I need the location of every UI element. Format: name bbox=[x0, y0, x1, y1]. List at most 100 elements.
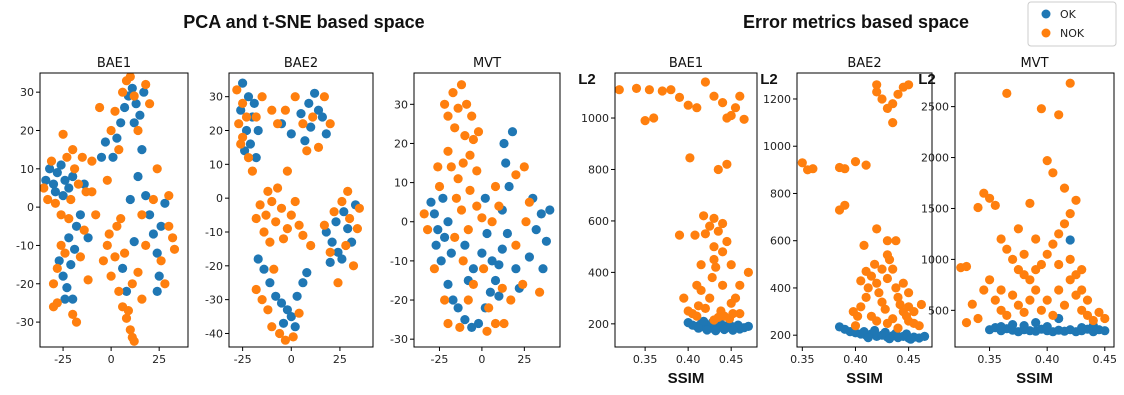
point-nok bbox=[121, 313, 132, 323]
point-nok bbox=[728, 309, 738, 319]
point-nok bbox=[705, 221, 715, 231]
point-ok bbox=[152, 248, 162, 258]
y-tick-label: -30 bbox=[205, 294, 223, 307]
point-ok bbox=[58, 191, 68, 201]
point-nok bbox=[874, 288, 884, 298]
point-ok bbox=[473, 318, 484, 329]
point-ok bbox=[1008, 320, 1018, 330]
y-tick-label: 500 bbox=[928, 304, 949, 317]
point-ok bbox=[699, 316, 709, 326]
point-nok bbox=[1019, 307, 1029, 317]
y-tick-label: 600 bbox=[588, 215, 609, 228]
point-nok bbox=[306, 240, 316, 251]
point-ok bbox=[426, 197, 436, 207]
point-nok bbox=[735, 280, 745, 290]
point-ok bbox=[48, 179, 59, 189]
point-nok bbox=[904, 80, 914, 90]
point-nok bbox=[79, 225, 89, 235]
y-tick-label: 1000 bbox=[763, 140, 791, 153]
x-axis-label: SSIM bbox=[1016, 370, 1053, 387]
point-nok bbox=[1002, 88, 1012, 98]
point-nok bbox=[797, 158, 807, 168]
point-ok bbox=[499, 138, 509, 149]
y-tick-label: -40 bbox=[205, 327, 223, 340]
x-tick-label: 0.40 bbox=[1035, 353, 1060, 366]
point-ok bbox=[728, 325, 738, 335]
point-nok bbox=[271, 217, 281, 227]
point-ok bbox=[443, 217, 453, 227]
point-ok bbox=[502, 228, 512, 239]
point-nok bbox=[861, 292, 871, 302]
point-nok bbox=[859, 240, 869, 250]
point-nok bbox=[468, 134, 478, 145]
point-nok bbox=[840, 200, 850, 210]
point-nok bbox=[236, 139, 246, 149]
x-tick-label: 0 bbox=[108, 353, 115, 366]
point-nok bbox=[133, 267, 143, 277]
point-nok bbox=[519, 162, 529, 172]
point-ok bbox=[141, 191, 151, 201]
point-ok bbox=[490, 275, 501, 286]
point-nok bbox=[888, 118, 898, 128]
point-nok bbox=[319, 220, 329, 230]
point-nok bbox=[893, 323, 903, 333]
point-ok bbox=[494, 291, 504, 301]
point-nok bbox=[996, 285, 1006, 295]
points bbox=[797, 80, 930, 344]
point-nok bbox=[263, 186, 273, 196]
point-nok bbox=[726, 260, 736, 270]
point-ok bbox=[1031, 318, 1041, 328]
y-tick-label: 2500 bbox=[921, 101, 949, 114]
point-nok bbox=[699, 211, 709, 221]
point-ok bbox=[545, 205, 555, 215]
point-nok bbox=[692, 311, 702, 321]
point-nok bbox=[337, 196, 347, 207]
point-nok bbox=[472, 201, 482, 211]
point-nok bbox=[1100, 313, 1110, 324]
point-nok bbox=[718, 98, 728, 108]
point-nok bbox=[141, 240, 151, 250]
point-nok bbox=[294, 308, 304, 318]
point-nok bbox=[872, 224, 882, 234]
point-nok bbox=[251, 213, 261, 224]
point-nok bbox=[164, 221, 174, 231]
point-nok bbox=[1008, 254, 1018, 264]
point-nok bbox=[319, 92, 329, 102]
point-nok bbox=[1088, 315, 1098, 326]
point-ok bbox=[83, 233, 93, 243]
point-ok bbox=[286, 312, 296, 322]
point-nok bbox=[872, 87, 882, 97]
point-nok bbox=[112, 221, 122, 231]
point-nok bbox=[463, 295, 473, 305]
point-nok bbox=[692, 103, 702, 113]
point-ok bbox=[145, 210, 155, 220]
point-nok bbox=[87, 156, 97, 166]
point-ok bbox=[125, 194, 135, 205]
point-nok bbox=[280, 335, 290, 345]
point-ok bbox=[276, 298, 287, 308]
point-nok bbox=[1077, 285, 1087, 295]
point-ok bbox=[431, 240, 441, 250]
point-nok bbox=[709, 91, 719, 101]
y-tick-label: 400 bbox=[770, 282, 791, 295]
y-tick-label: -20 bbox=[205, 260, 223, 273]
point-nok bbox=[1059, 300, 1070, 310]
point-ok bbox=[278, 318, 289, 328]
point-nok bbox=[1054, 259, 1064, 270]
point-nok bbox=[106, 271, 116, 281]
point-nok bbox=[1065, 209, 1075, 219]
point-nok bbox=[343, 186, 353, 196]
point-nok bbox=[443, 318, 453, 329]
x-tick-label: 0.35 bbox=[633, 353, 658, 366]
points bbox=[615, 77, 754, 336]
point-nok bbox=[511, 170, 521, 180]
y-tick-label: -10 bbox=[205, 226, 223, 239]
point-ok bbox=[460, 240, 470, 250]
point-ok bbox=[45, 164, 55, 174]
point-ok bbox=[108, 152, 118, 162]
point-nok bbox=[451, 193, 461, 203]
point-nok bbox=[465, 150, 475, 160]
point-nok bbox=[856, 302, 866, 312]
point-nok bbox=[462, 99, 472, 109]
point-ok bbox=[245, 139, 255, 149]
